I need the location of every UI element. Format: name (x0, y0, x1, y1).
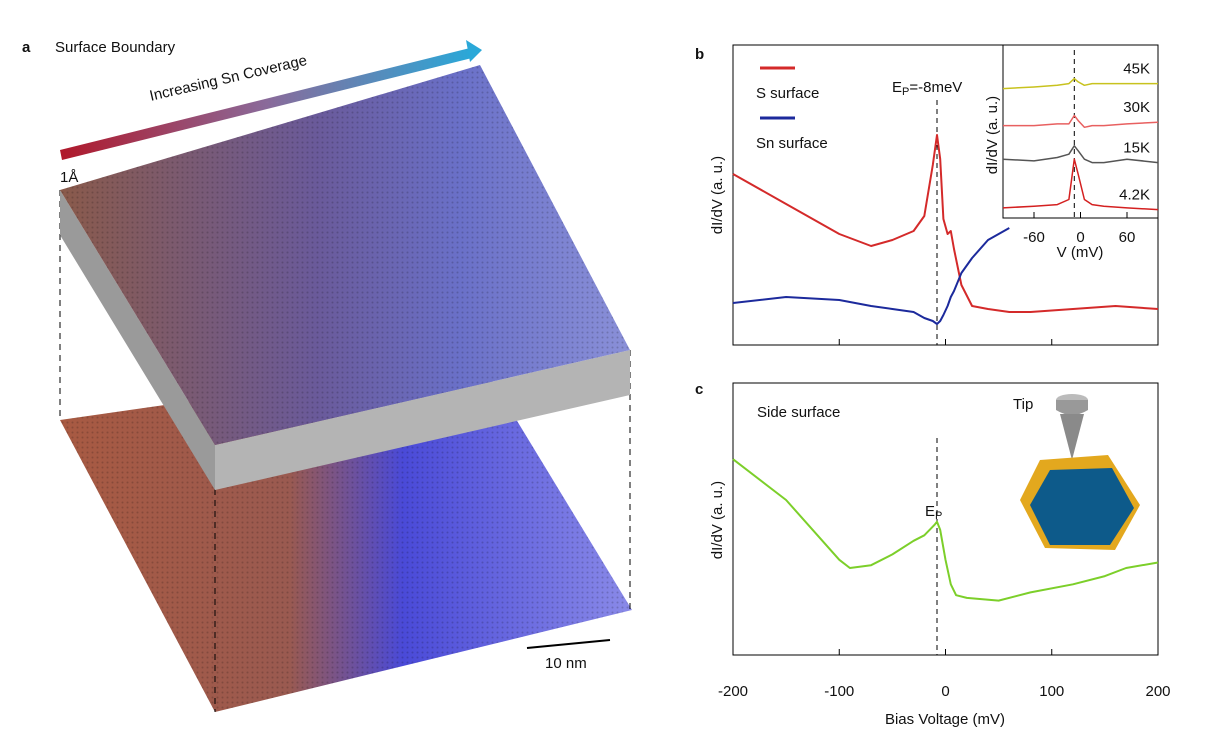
slab-side (60, 190, 215, 490)
x-axis-label: V (mV) (1057, 244, 1104, 261)
panel-label: b (695, 46, 704, 63)
scale-bar (526, 639, 611, 649)
slab-side (215, 350, 630, 490)
x-tick-label: -200 (718, 683, 748, 700)
series-line (732, 458, 1159, 602)
y-axis-label: dI/dV (a. u.) (709, 481, 726, 559)
x-tick-label: -100 (824, 683, 854, 700)
tip-icon (1020, 394, 1140, 550)
series-line (732, 134, 1159, 313)
annotation-part: =-8meV (909, 79, 962, 96)
panel-text: Side surface (757, 404, 840, 421)
y-axis-label: dI/dV (a. u.) (984, 96, 1001, 174)
panel-a: a Surface Boundary Increasing Sn Coverag… (22, 39, 632, 712)
x-tick-label: 60 (1119, 229, 1136, 246)
inset-frame (1002, 44, 1159, 219)
scale-label: 10 nm (545, 655, 587, 672)
series-line (1003, 114, 1159, 129)
surface-texture (60, 65, 630, 445)
panel-label: c (695, 381, 703, 398)
annotation-part: P (935, 510, 942, 522)
series-label: 15K (1123, 140, 1150, 157)
series-line (1002, 158, 1159, 211)
series-label: 45K (1123, 61, 1150, 78)
series-line (732, 227, 1010, 325)
legend-label: S surface (756, 85, 819, 102)
coverage-arrow (60, 48, 472, 160)
series-label: 30K (1123, 99, 1150, 116)
arrow-head (466, 40, 482, 62)
y-axis-label: dI/dV (a. u.) (709, 156, 726, 234)
annotation: EP=-8meV (892, 79, 962, 98)
series-line (1002, 145, 1159, 164)
panel-title: Surface Boundary (55, 39, 176, 56)
tip-label: Tip (1013, 396, 1033, 413)
annotation-part: E (892, 79, 902, 96)
x-tick-label: 0 (1076, 229, 1084, 246)
x-tick-label: 100 (1039, 683, 1064, 700)
x-axis-label: Bias Voltage (mV) (885, 711, 1005, 728)
annotation-part: P (902, 86, 909, 98)
series-label: 4.2K (1119, 187, 1150, 204)
annotation-part: E (925, 503, 935, 520)
legend-label: Sn surface (756, 135, 828, 152)
panel-label: a (22, 39, 31, 56)
annotation: EP (925, 503, 942, 522)
x-tick-label: 0 (941, 683, 949, 700)
height-label: 1Å (60, 169, 78, 186)
x-tick-label: -60 (1023, 229, 1045, 246)
series-line (1002, 77, 1158, 90)
x-tick-label: 200 (1145, 683, 1170, 700)
